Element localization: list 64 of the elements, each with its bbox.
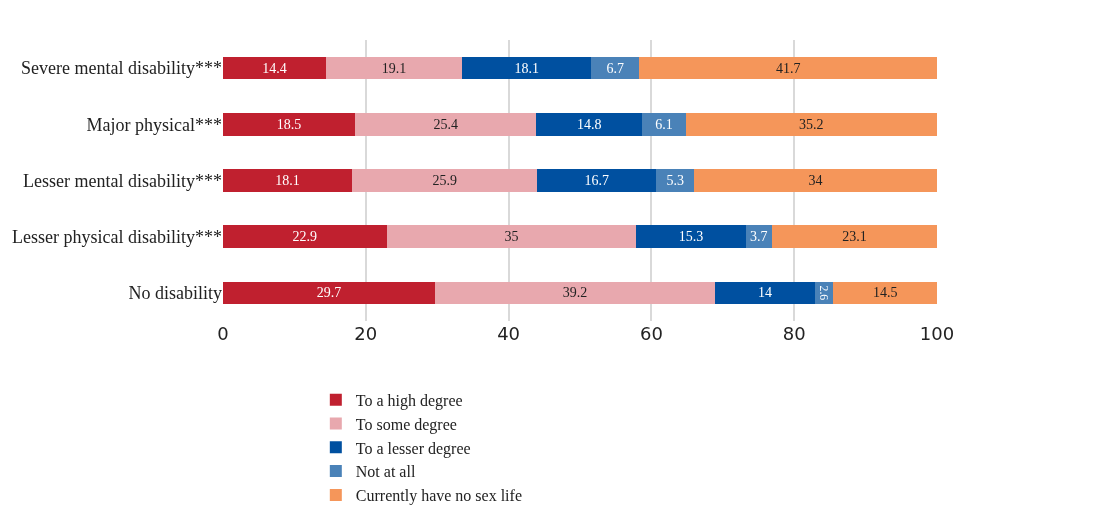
bar [352,169,538,192]
y-tick-label: Severe mental disability*** [21,58,222,79]
data-label: 15.3 [678,229,704,245]
data-label: 29.7 [316,285,342,301]
data-label: 25.9 [432,173,457,188]
x-tick-label: 20 [354,323,378,344]
data-label: 19.1 [381,60,407,76]
data-label: 39.2 [562,285,588,301]
bar [386,225,637,248]
data-label: 41.7 [775,60,801,76]
data-label: 16.7 [584,173,610,188]
data-label: 18.1 [514,60,540,76]
bar [636,225,746,248]
bar [223,225,387,248]
bar [462,56,592,80]
bar [223,56,326,80]
bar [591,56,640,80]
data-label: 35 [504,229,519,245]
bar [223,113,356,136]
y-tick-label: No disability [128,283,222,304]
x-tick-label: 0 [217,323,229,344]
data-label: 18.5 [276,116,302,132]
bar [223,169,353,192]
y-tick-label: Major physical*** [86,114,222,135]
bar [833,281,937,305]
legend-label: Currently have no sex life [355,487,522,506]
bar [325,56,463,80]
data-label: 3.7 [750,229,768,245]
data-label: 14.8 [577,116,602,132]
legend-label: To a high degree [355,391,463,410]
x-tick-label: 60 [639,323,663,344]
bar [435,281,715,305]
data-label: 25.4 [433,116,459,132]
bar [536,113,643,136]
data-label: 23.1 [842,229,867,245]
data-label: 6.7 [606,60,625,76]
data-label: 6.1 [655,116,673,132]
y-tick-label: Lesser physical disability*** [12,227,222,247]
x-tick-label: 40 [497,323,521,344]
bar [639,56,937,80]
legend-label: To some degree [355,415,457,434]
bar [656,169,695,192]
bar [772,225,937,248]
legend-label: Not at all [355,463,416,481]
bar [223,281,436,305]
legend-label: To a lesser degree [355,439,471,458]
data-label: 14.5 [872,285,898,301]
data-label: 2.6 [817,285,831,301]
x-tick-label: 80 [782,323,806,344]
bar [694,169,937,192]
y-tick-label: Lesser mental disability*** [23,170,222,191]
data-label: 14 [757,285,772,301]
data-label: 22.9 [292,229,318,245]
data-label: 14.4 [262,60,287,76]
x-tick-label: 100 [919,323,955,344]
bar [537,169,657,192]
data-label: 5.3 [666,173,685,188]
bar [642,113,686,136]
bar [355,113,537,136]
data-label: 35.2 [799,116,824,132]
bar [685,113,937,136]
data-label: 34 [808,173,823,188]
data-label: 18.1 [275,173,300,188]
bar [714,281,815,305]
